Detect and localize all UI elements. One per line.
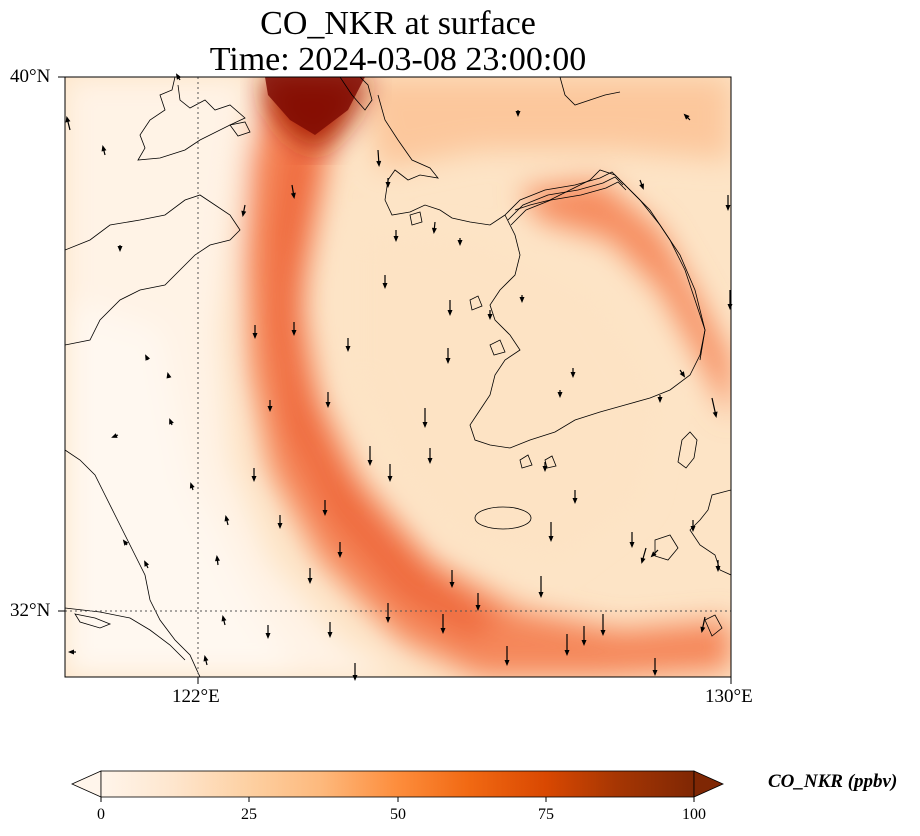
wind-arrow-head [422,422,428,428]
wind-arrow-head [252,333,258,339]
wind-arrow-head [393,236,399,242]
wind-arrow-head [515,111,521,117]
wind-arrow-head [715,566,721,572]
wind-arrow-head [322,510,328,516]
concentration-field [65,77,731,677]
wind-arrow-head [385,182,391,188]
colorbar-tick-25: 25 [241,806,257,823]
wind-arrow-head [215,555,220,562]
map-frame [64,76,732,678]
wind-arrow-head [290,192,296,199]
wind-arrow-head [241,210,247,217]
wind-arrow-head [189,482,195,489]
coastlines [65,77,731,677]
wind-arrow-head [385,617,391,623]
wind-arrow-head [570,372,576,378]
wind-arrow-head [572,498,578,504]
wind-arrow-head [337,552,343,558]
wind-arrow-head [447,310,453,316]
wind-arrow-head [345,346,351,352]
wind-arrow-head [445,358,451,364]
wind-arrow-head [251,476,257,482]
wind-arrow-head [548,536,554,542]
wind-arrow-head [387,476,393,482]
wind-arrow-head [277,523,283,529]
wind-arrow-head [700,626,706,633]
wind-arrow-head [581,640,587,646]
wind-arrow-head [117,246,123,252]
lon-label-122e: 122°E [172,686,220,707]
wind-arrow-head [449,582,455,588]
colorbar-extend-high [693,770,724,798]
wind-arrow-head [145,354,151,361]
wind-arrow-head [652,670,658,676]
colorbar-title: CO_NKR (ppbv) [768,771,898,792]
wind-arrow-head [427,458,433,464]
map-title-line-2: Time: 2024-03-08 23:00:00 [209,41,587,78]
wind-arrow-head [169,418,174,425]
colorbar [71,770,724,802]
wind-arrow-head [538,592,544,598]
wind-arrow-head [367,460,373,466]
wind-arrow-head [325,402,331,408]
lat-label-32n: 32°N [10,600,51,621]
colorbar-tick-100: 100 [682,806,706,823]
wind-arrow-head [101,145,107,152]
lon-label-130e: 130°E [705,686,753,707]
wind-arrow-head [487,314,493,320]
wind-arrow-head [679,371,686,378]
wind-arrow-head [457,240,463,246]
colorbar-extend-low [71,770,102,798]
wind-arrow-head [640,557,646,564]
wind-arrow-head [475,605,481,611]
wind-arrow-head [352,675,358,681]
lat-label-40n: 40°N [10,66,51,87]
wind-arrow-head [725,205,731,211]
wind-arrow-head [690,526,696,532]
wind-arrow-head [629,542,635,548]
wind-arrow-head [65,116,71,123]
wind-arrow-head [122,539,129,546]
wind-arrow-head [504,660,510,666]
wind-arrow-head [291,330,297,336]
wind-arrow-head [203,655,209,662]
wind-arrow-head [267,406,273,412]
wind-arrow-head [68,649,74,655]
wind-arrow-head [224,515,230,522]
wind-arrow-head [519,297,525,303]
map-title-line-1: CO_NKR at surface [260,5,536,42]
colorbar-tick-75: 75 [538,806,554,823]
wind-arrow-head [650,551,657,558]
wind-arrow-head [657,397,663,403]
wind-arrow-head [111,433,118,438]
colorbar-tick-50: 50 [390,806,406,823]
wind-arrow-head [440,628,446,634]
wind-arrow-head [327,632,333,638]
axis-ticks [58,76,732,684]
wind-vectors [65,73,733,681]
wind-arrow-head [221,615,227,622]
gridlines [65,77,731,677]
wind-arrow-head [376,160,382,167]
wind-arrow-head [600,630,606,636]
wind-arrow-head [564,650,570,656]
wind-arrow-head [382,283,388,289]
colorbar-scale [100,770,695,798]
wind-arrow-head [542,466,548,472]
wind-arrow-head [265,633,271,639]
wind-arrow-head [144,560,150,567]
wind-arrow-head [712,411,718,418]
colorbar-tick-0: 0 [97,806,105,823]
wind-arrow-head [639,183,644,190]
wind-arrow-head [557,392,563,398]
wind-arrow-head [166,372,172,379]
wind-arrow-head [683,113,690,120]
wind-arrow-head [307,578,313,584]
wind-arrow-head [431,227,437,234]
